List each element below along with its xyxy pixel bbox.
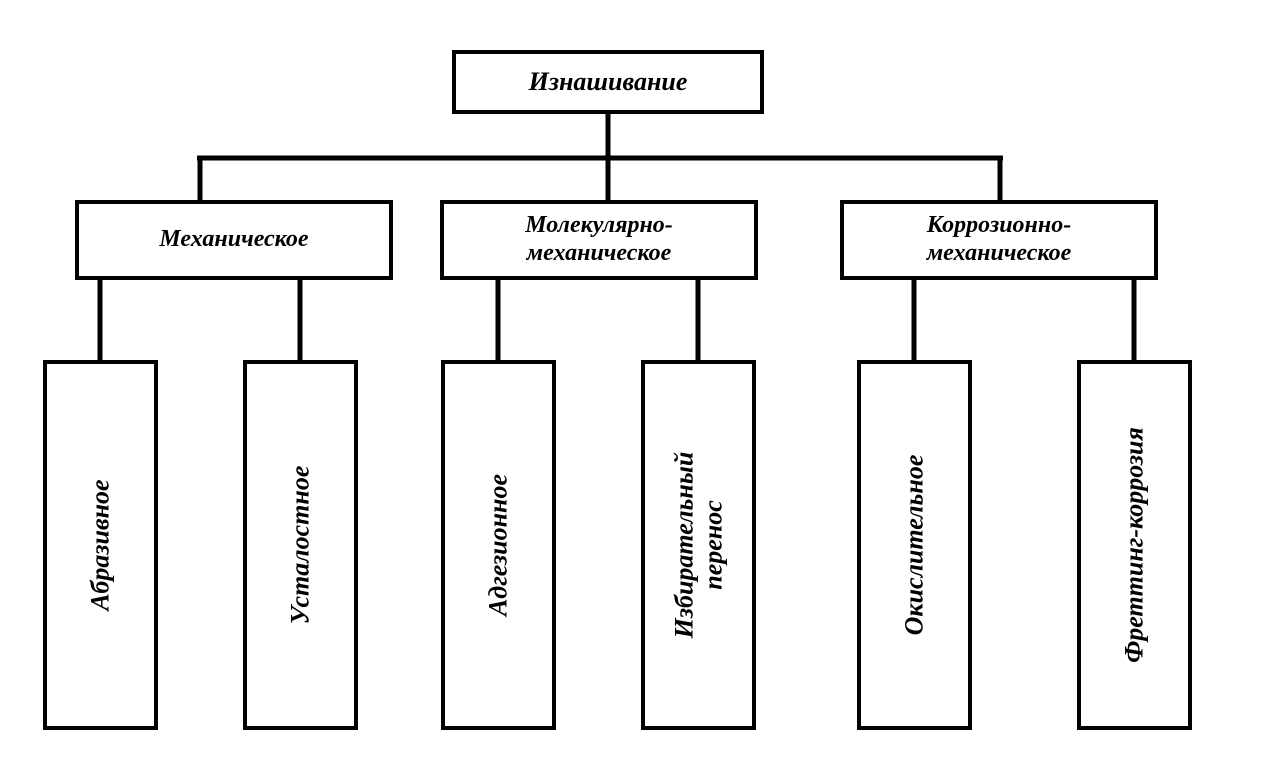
node-l2-0-label: Механическое [159, 226, 308, 254]
node-l2-1: Молекулярно- механическое [440, 200, 758, 280]
node-l3-0: Абразивное [43, 360, 158, 730]
node-l2-1-label: Молекулярно- механическое [525, 212, 673, 267]
node-l3-0-label: Абразивное [86, 479, 115, 610]
node-l3-2: Адгезионное [441, 360, 556, 730]
node-l3-2-label: Адгезионное [484, 474, 513, 616]
node-l3-5: Фреттинг-коррозия [1077, 360, 1192, 730]
node-root-label: Изнашивание [529, 67, 688, 97]
node-l2-2: Коррозионно- механическое [840, 200, 1158, 280]
node-root: Изнашивание [452, 50, 764, 114]
node-l3-3-label: Избирательный перенос [670, 452, 727, 639]
node-l2-0: Механическое [75, 200, 393, 280]
node-l3-1-label: Усталостное [286, 466, 315, 625]
node-l2-2-label: Коррозионно- механическое [927, 212, 1072, 267]
node-l3-3: Избирательный перенос [641, 360, 756, 730]
node-l3-4: Окислительное [857, 360, 972, 730]
node-l3-1: Усталостное [243, 360, 358, 730]
node-l3-5-label: Фреттинг-коррозия [1120, 427, 1149, 663]
node-l3-4-label: Окислительное [900, 455, 929, 636]
